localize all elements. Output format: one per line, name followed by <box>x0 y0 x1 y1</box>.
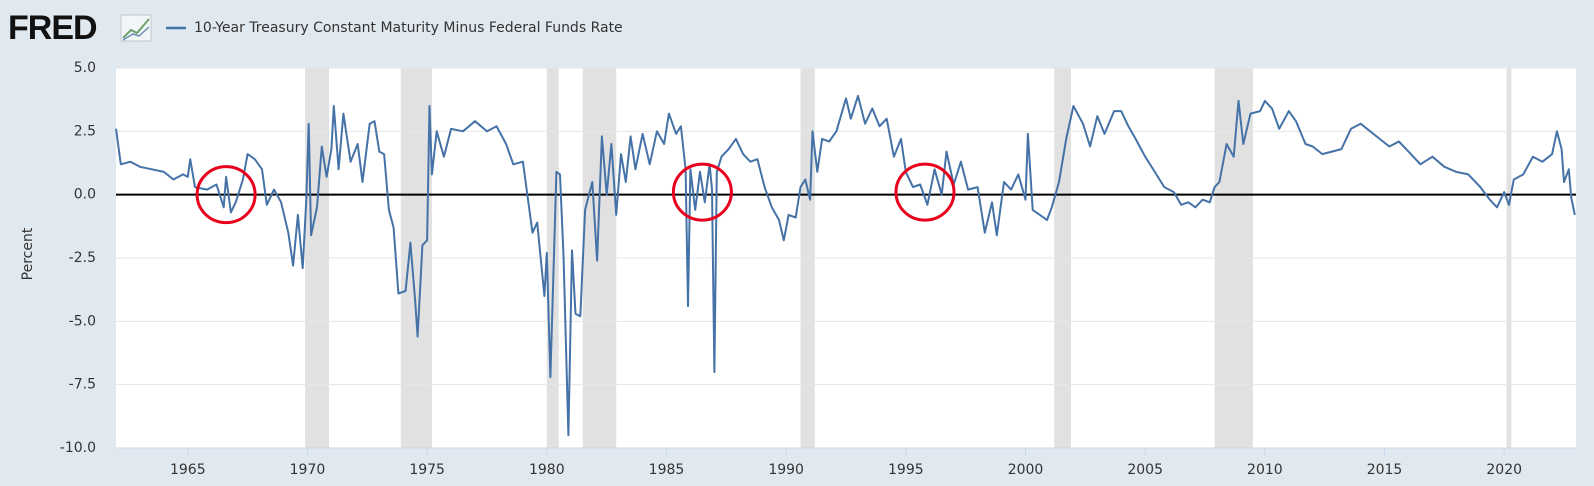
y-tick-label: -7.5 <box>69 377 96 393</box>
y-tick-label: -5.0 <box>69 313 96 329</box>
x-tick-label: 2015 <box>1367 462 1403 478</box>
x-tick-label: 1970 <box>290 462 326 478</box>
y-axis-label: Percent <box>20 227 36 280</box>
x-tick-label: 1980 <box>529 462 565 478</box>
y-tick-label: -10.0 <box>60 440 96 456</box>
x-tick-label: 2010 <box>1247 462 1283 478</box>
x-tick-label: 1995 <box>888 462 924 478</box>
legend-label: 10-Year Treasury Constant Maturity Minus… <box>194 20 623 36</box>
highlight-circle <box>894 162 956 222</box>
logo-icon <box>120 14 152 42</box>
x-tick-label: 1965 <box>170 462 206 478</box>
highlight-circle <box>195 165 257 225</box>
y-tick-label: 0.0 <box>74 187 96 203</box>
x-tick-label: 1975 <box>409 462 445 478</box>
y-tick-label: -2.5 <box>69 250 96 266</box>
x-tick-label: 2020 <box>1486 462 1522 478</box>
highlight-circle <box>671 162 733 222</box>
y-tick-label: 5.0 <box>74 60 96 76</box>
x-tick-label: 2005 <box>1127 462 1163 478</box>
x-tick-label: 1990 <box>768 462 804 478</box>
x-tick-label: 1985 <box>649 462 685 478</box>
x-tick-label: 2000 <box>1008 462 1044 478</box>
series-line <box>115 94 1576 437</box>
y-tick-label: 2.5 <box>74 123 96 139</box>
logo: FRED <box>8 9 97 47</box>
